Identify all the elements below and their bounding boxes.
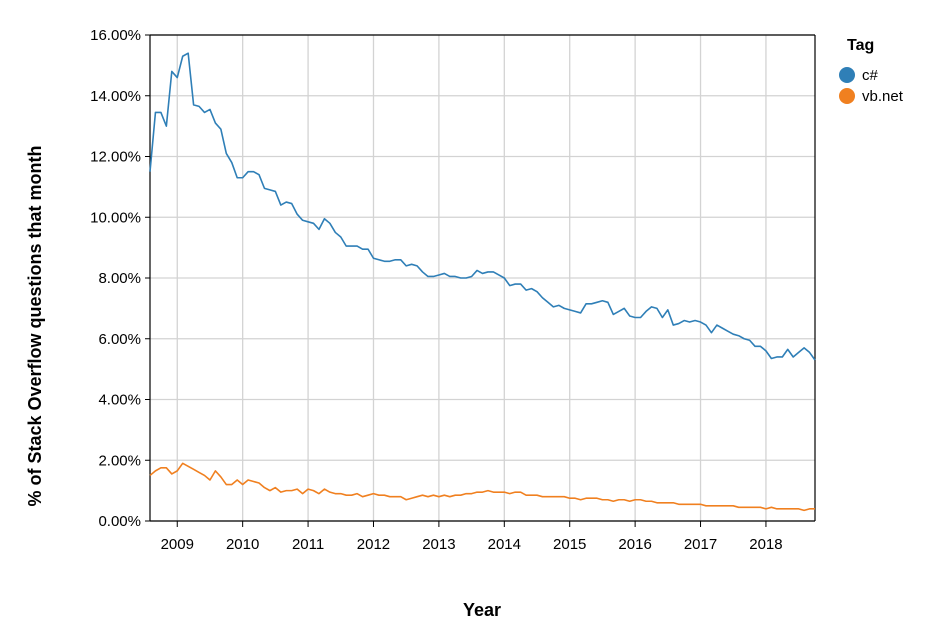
y-tick-label: 2.00%: [98, 452, 141, 469]
y-tick-label: 14.00%: [90, 88, 141, 105]
y-tick-label: 16.00%: [90, 27, 141, 44]
series-line-csharp: [149, 52, 816, 361]
y-tick-label: 8.00%: [98, 270, 141, 287]
legend-swatch-csharp: [839, 67, 855, 83]
x-tick-label: 2017: [684, 536, 717, 553]
series-line-vbnet: [149, 462, 815, 512]
x-tick-label: 2011: [292, 536, 324, 553]
x-tick-label: 2018: [749, 536, 782, 553]
y-tick-label: 4.00%: [98, 392, 141, 409]
y-tick-label: 10.00%: [90, 209, 141, 226]
y-axis-title: % of Stack Overflow questions that month: [25, 145, 45, 506]
legend-title: Tag: [847, 37, 874, 54]
x-tick-label: 2009: [161, 536, 194, 553]
legend-swatch-vbnet: [839, 88, 855, 104]
x-tick-label: 2014: [488, 536, 521, 553]
x-tick-label: 2013: [422, 536, 455, 553]
series-lines: [149, 52, 816, 512]
x-tick-label: 2015: [553, 536, 586, 553]
y-tick-label: 12.00%: [90, 149, 141, 166]
axes: [145, 34, 816, 527]
legend: Tag c# vb.net: [839, 37, 904, 105]
y-tick-label: 0.00%: [98, 513, 141, 530]
x-tick-label: 2010: [226, 536, 259, 553]
x-axis-title: Year: [463, 600, 501, 620]
x-tick-label: 2016: [618, 536, 651, 553]
legend-label-vbnet: vb.net: [862, 88, 904, 105]
y-tick-label: 6.00%: [98, 331, 141, 348]
x-tick-label: 2012: [357, 536, 390, 553]
tick-labels: 0.00% 2.00% 4.00% 6.00% 8.00% 10.00% 12.00% 14.…: [90, 27, 783, 553]
grid: [150, 34, 815, 522]
legend-label-csharp: c#: [862, 67, 879, 84]
